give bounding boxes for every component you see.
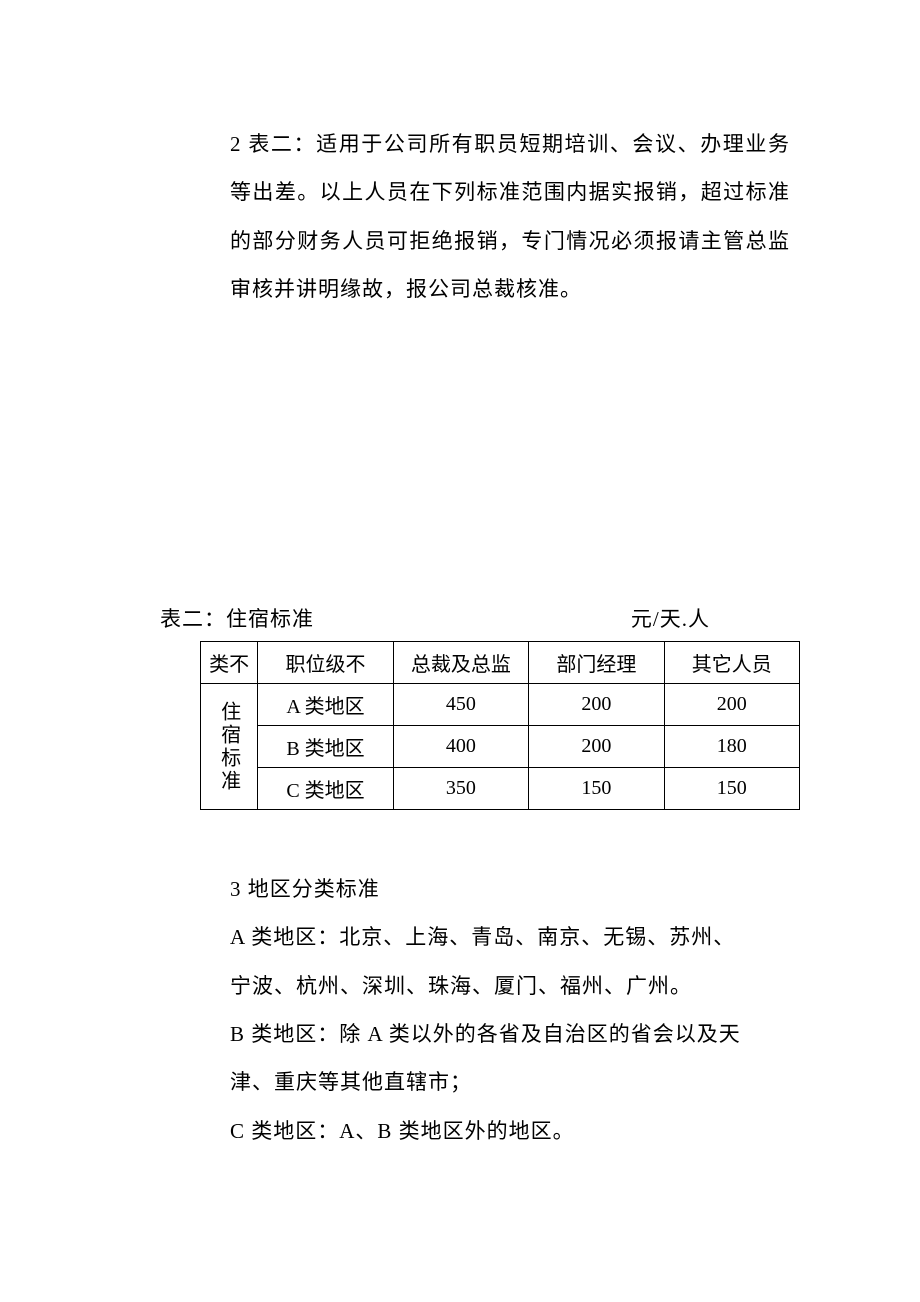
- cell-value: 150: [664, 768, 799, 810]
- region-b-line1: B 类地区：除 A 类以外的各省及自治区的省会以及天: [230, 1010, 790, 1058]
- header-col3: 其它人员: [664, 642, 799, 684]
- paragraph-intro: 2 表二：适用于公司所有职员短期培训、会议、办理业务等出差。以上人员在下列标准范…: [230, 120, 790, 313]
- cell-region: B 类地区: [258, 726, 393, 768]
- table-wrapper: 类不 职位级不 总裁及总监 部门经理 其它人员 住宿标准 A 类地区 450 2…: [200, 641, 800, 810]
- region-c-line: C 类地区：A、B 类地区外的地区。: [230, 1107, 790, 1155]
- cell-value: 200: [529, 684, 664, 726]
- cell-value: 450: [393, 684, 528, 726]
- region-b-line2: 津、重庆等其他直辖市；: [230, 1058, 790, 1106]
- header-position: 职位级不: [258, 642, 393, 684]
- region-a-line2: 宁波、杭州、深圳、珠海、厦门、福州、广州。: [230, 962, 790, 1010]
- table-row: 住宿标准 A 类地区 450 200 200: [201, 684, 800, 726]
- header-col1: 总裁及总监: [393, 642, 528, 684]
- cell-value: 350: [393, 768, 528, 810]
- cell-region: C 类地区: [258, 768, 393, 810]
- region-a-line1: A 类地区：北京、上海、青岛、南京、无锡、苏州、: [230, 913, 790, 961]
- cell-value: 200: [529, 726, 664, 768]
- cell-value: 150: [529, 768, 664, 810]
- accommodation-table: 类不 职位级不 总裁及总监 部门经理 其它人员 住宿标准 A 类地区 450 2…: [200, 641, 800, 810]
- rowspan-label: 住宿标准: [201, 684, 258, 810]
- table-title-left: 表二：住宿标准: [160, 603, 314, 633]
- table-section: 表二：住宿标准 元/天.人 类不 职位级不 总裁及总监 部门经理 其它人员 住宿…: [120, 603, 800, 810]
- table-title-row: 表二：住宿标准 元/天.人: [120, 603, 800, 633]
- region-classification: 3 地区分类标准 A 类地区：北京、上海、青岛、南京、无锡、苏州、 宁波、杭州、…: [230, 865, 790, 1155]
- table-row: C 类地区 350 150 150: [201, 768, 800, 810]
- table-title-right: 元/天.人: [631, 603, 710, 633]
- table-header-row: 类不 职位级不 总裁及总监 部门经理 其它人员: [201, 642, 800, 684]
- cell-region: A 类地区: [258, 684, 393, 726]
- paragraph-intro-text: 2 表二：适用于公司所有职员短期培训、会议、办理业务等出差。以上人员在下列标准范…: [230, 132, 790, 301]
- header-col2: 部门经理: [529, 642, 664, 684]
- classification-title: 3 地区分类标准: [230, 865, 790, 913]
- table-row: B 类地区 400 200 180: [201, 726, 800, 768]
- cell-value: 180: [664, 726, 799, 768]
- cell-value: 200: [664, 684, 799, 726]
- cell-value: 400: [393, 726, 528, 768]
- header-category: 类不: [201, 642, 258, 684]
